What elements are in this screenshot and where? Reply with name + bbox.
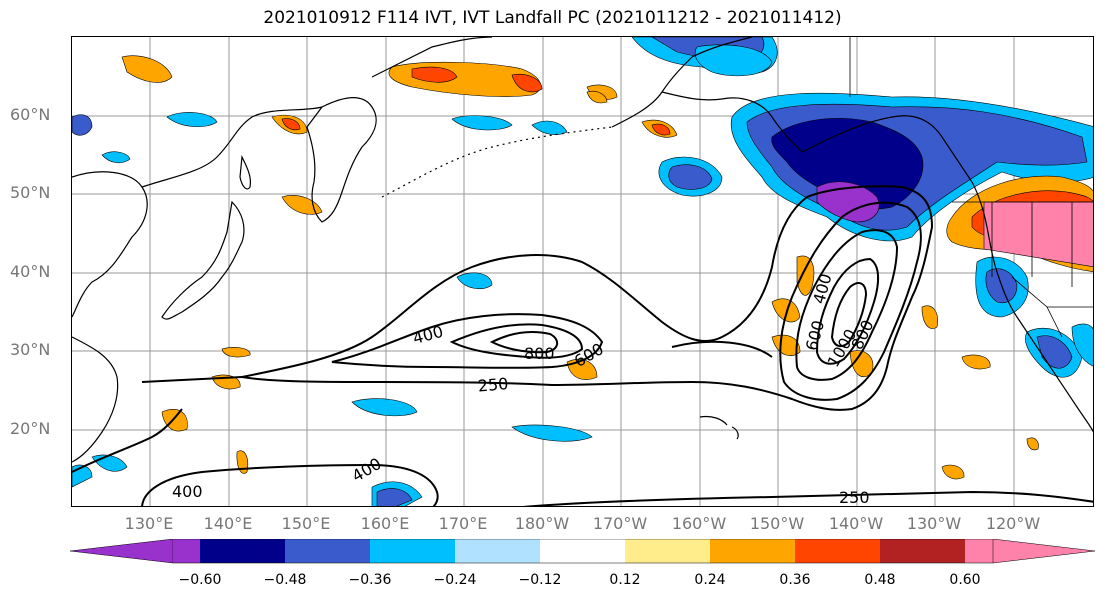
longitude-label: 170°E [438, 514, 488, 533]
colorbar-tick: 0.12 [609, 572, 641, 588]
map-title: 2021010912 F114 IVT, IVT Landfall PC (20… [263, 8, 842, 28]
colorbar-tick: −0.48 [263, 572, 307, 588]
colorbar-tick: 0.60 [949, 572, 981, 588]
longitude-label: 150°E [281, 514, 331, 533]
colorbar-tick: 0.36 [779, 572, 811, 588]
positive-ivt-shading [121, 55, 1093, 480]
borders [849, 37, 1093, 338]
colorbar-extend-max [992, 539, 1096, 564]
colorbar-swatch [370, 539, 455, 563]
latitude-label: 20°N [10, 419, 51, 438]
colorbar-tick: 0.48 [864, 572, 896, 588]
ivt-contours [72, 185, 1093, 506]
contour-label: 800 [524, 344, 555, 363]
colorbar-tick: −0.12 [518, 572, 562, 588]
map-panel: 400 800 600 250 400 600 1000 800 400 400… [71, 36, 1094, 507]
contour-label: 600 [802, 318, 828, 352]
contour-label: 250 [477, 374, 509, 396]
colorbar-swatch [965, 539, 993, 563]
graticule [72, 37, 1093, 506]
longitude-label: 160°W [671, 514, 727, 533]
longitude-label: 130°E [124, 514, 174, 533]
colorbar [70, 539, 1096, 564]
colorbar-swatch [540, 539, 625, 563]
colorbar-swatch [795, 539, 880, 563]
contour-label: 250 [839, 488, 870, 507]
longitude-label: 140°W [828, 514, 884, 533]
colorbar-swatch [625, 539, 710, 563]
longitude-label: 160°E [360, 514, 410, 533]
longitude-label: 120°W [985, 514, 1041, 533]
colorbar-extend-min [70, 539, 174, 564]
map-canvas: 400 800 600 250 400 600 1000 800 400 400… [72, 37, 1093, 507]
longitude-label: 180°W [514, 514, 570, 533]
colorbar-swatch [455, 539, 540, 563]
longitude-label: 130°W [906, 514, 962, 533]
coastlines [72, 37, 1093, 463]
latitude-label: 60°N [10, 105, 51, 124]
colorbar-swatch [710, 539, 795, 563]
colorbar-tick: −0.36 [348, 572, 392, 588]
latitude-label: 30°N [10, 340, 51, 359]
longitude-label: 170°W [592, 514, 648, 533]
contour-label: 400 [172, 482, 203, 501]
colorbar-swatch [285, 539, 370, 563]
latitude-label: 40°N [10, 262, 51, 281]
contour-label: 800 [847, 317, 877, 353]
contour-label: 400 [349, 454, 385, 486]
contour-label: 400 [411, 322, 445, 348]
colorbar-tick: −0.60 [178, 572, 222, 588]
longitude-label: 140°E [203, 514, 253, 533]
colorbar-tick: 0.24 [694, 572, 726, 588]
colorbar-swatch [200, 539, 285, 563]
contour-labels: 400 800 600 250 400 600 1000 800 400 400… [172, 271, 878, 507]
latitude-label: 50°N [10, 183, 51, 202]
colorbar-swatch [880, 539, 965, 563]
colorbar-tick: −0.24 [433, 572, 477, 588]
longitude-label: 150°W [749, 514, 805, 533]
